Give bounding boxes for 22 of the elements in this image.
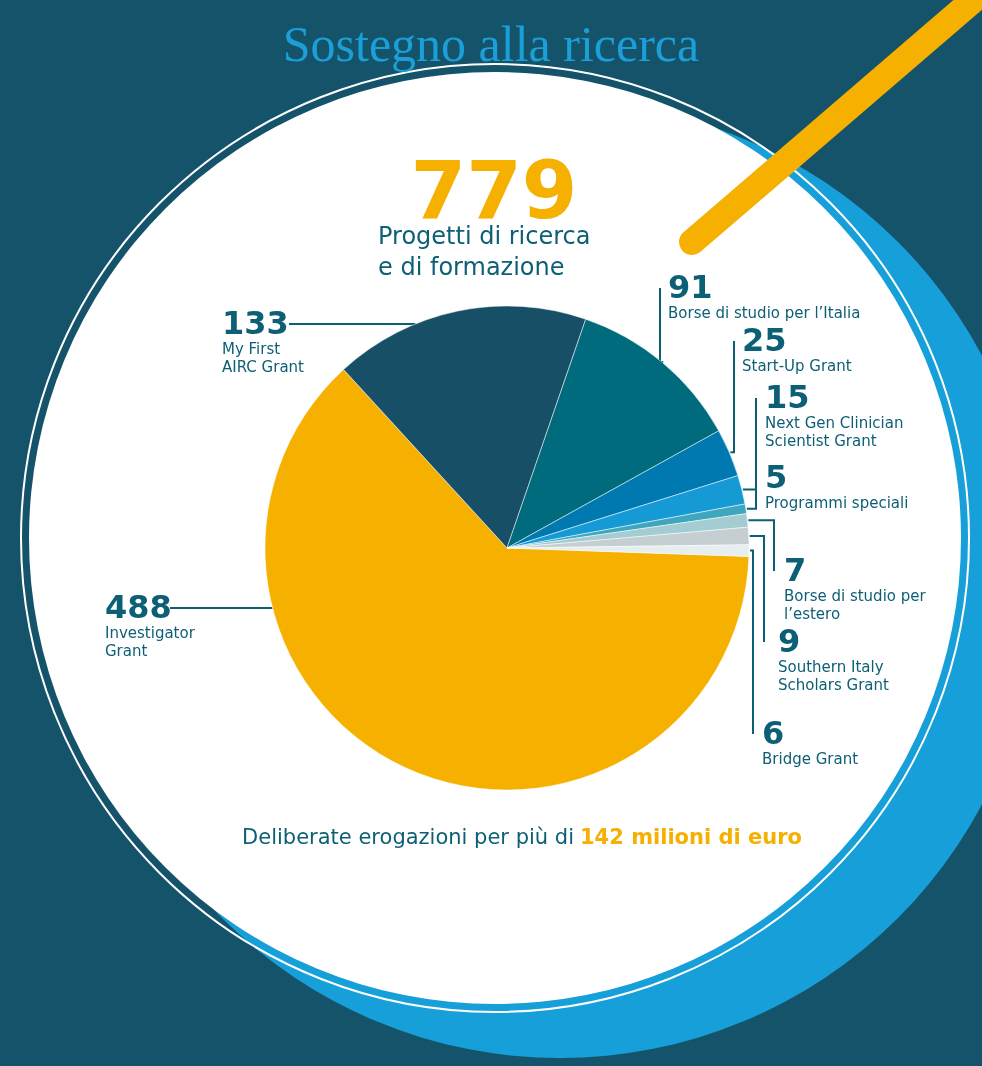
slice-label: Bridge Grant xyxy=(762,750,859,768)
slice-label: Southern Italy Scholars Grant xyxy=(778,658,890,694)
slice-label: Next Gen Clinician Scientist Grant xyxy=(765,414,904,450)
slice-label: Borse di studio per l’Italia xyxy=(668,304,861,322)
text: 142 milioni di euro xyxy=(580,824,803,849)
slice-label: Start-Up Grant xyxy=(742,357,852,375)
data-label: 91 xyxy=(668,268,713,306)
slice-label: My First AIRC Grant xyxy=(222,340,305,376)
data-label: 133 xyxy=(222,304,289,342)
data-label: 488 xyxy=(105,588,172,626)
data-label: 25 xyxy=(742,321,787,359)
text: Deliberate erogazioni per più di xyxy=(242,824,574,849)
slice-label: Investigator Grant xyxy=(105,624,196,660)
text: Progetti di ricerca e di formazione xyxy=(378,221,591,281)
slice-label: Borse di studio per l’estero xyxy=(784,587,927,623)
data-label: 9 xyxy=(778,622,801,660)
data-label: 5 xyxy=(765,458,788,496)
data-label: 7 xyxy=(784,551,807,589)
chart-title: Sostegno alla ricerca xyxy=(282,16,700,72)
data-label: 15 xyxy=(765,378,810,416)
data-label: 6 xyxy=(762,714,785,752)
slice-label: Programmi speciali xyxy=(765,494,909,512)
